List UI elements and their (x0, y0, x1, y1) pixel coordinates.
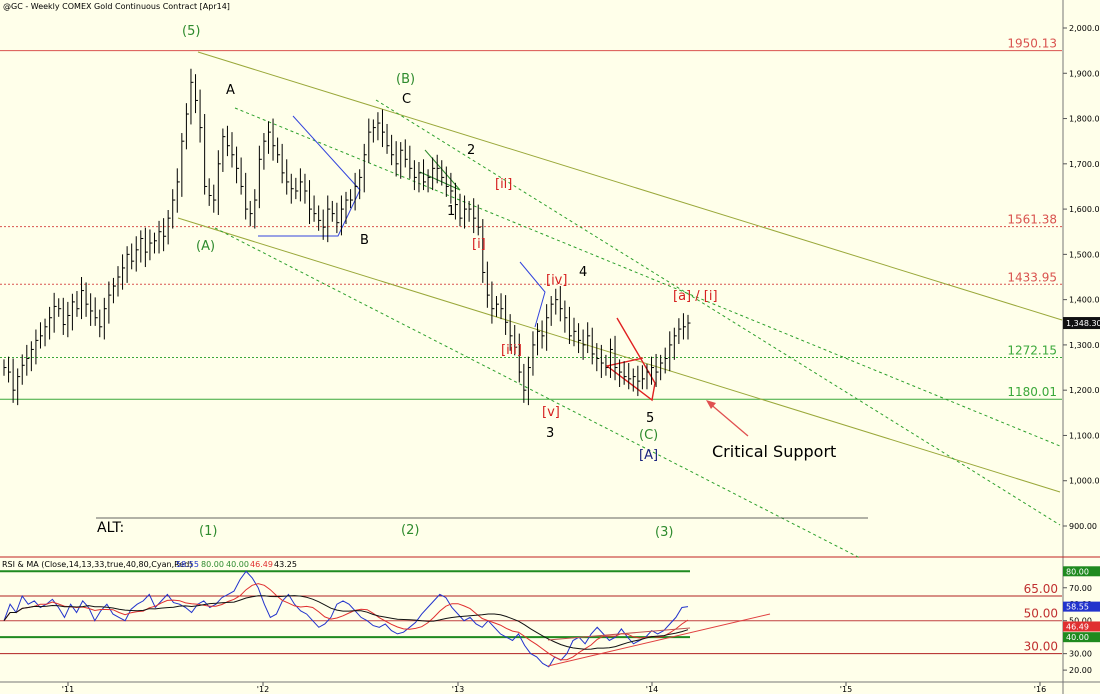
rsi-80-box (1063, 566, 1100, 577)
rsi-legend: RSI & MA (Close,14,13,33,true,40,80,Cyan… (2, 560, 297, 569)
x-tick-label: '12 (257, 685, 269, 694)
wave-label: A (226, 83, 235, 98)
wave-label: [A] (639, 448, 658, 463)
y-tick-label: 900.00 (1069, 522, 1097, 531)
ending-diagonal (605, 317, 656, 402)
rsi-value-box (1063, 601, 1100, 612)
wave-label: B (360, 233, 369, 248)
wave-annotations: (5) A (B) C 2 [ii] 1 B (A) [i] [iv] 4 [a… (96, 24, 868, 540)
rsi-tick-label: 30.00 (1069, 650, 1092, 659)
wave-label: (C) (639, 428, 658, 443)
x-tick-label: '14 (646, 685, 658, 694)
y-tick-label: 1,100.00 (1069, 431, 1100, 440)
wave-label: 2 (467, 143, 475, 158)
rsi-value-label: 58.55 (1066, 603, 1089, 612)
rsi-trendline-upper (547, 627, 691, 641)
x-tick-label: '13 (452, 685, 464, 694)
wave-label: 4 (579, 265, 587, 280)
rsi-tick-label: 70.00 (1069, 584, 1092, 593)
wave-label: 3 (546, 426, 554, 441)
wave-label: [ii] (495, 177, 512, 192)
y-tick-label: 1,800.00 (1069, 115, 1100, 124)
rsi-tick-label: 50.00 (1069, 617, 1092, 626)
channel-line (197, 51, 1063, 321)
price-level-label: 1433.95 (1007, 270, 1057, 284)
wave-label: 5 (646, 411, 654, 426)
price-level-label: 1180.01 (1007, 385, 1057, 399)
y-tick-label: 1,900.00 (1069, 69, 1100, 78)
y-tick-label: 1,200.00 (1069, 386, 1100, 395)
rsi-level-label: 50.00 (1024, 607, 1058, 621)
rsi-legend-label: RSI & MA (Close,14,13,33,true,40,80,Cyan… (2, 560, 192, 569)
price-level-label: 1561.38 (1007, 213, 1057, 227)
wave-label: (5) (182, 24, 200, 39)
channel-line (177, 217, 1061, 493)
wave-label: [a] / [i] (673, 289, 718, 304)
wave-label: [i] (472, 237, 486, 252)
rsi-line (3, 570, 689, 668)
y-tick-label: 1,000.00 (1069, 477, 1100, 486)
alt-wave-label: (1) (199, 524, 217, 539)
rsi-tick-label: 20.00 (1069, 666, 1092, 675)
annotation-arrowhead (706, 400, 716, 409)
wedge-pattern (519, 261, 546, 328)
flag-pattern (419, 149, 461, 191)
wave-label: [iv] (546, 273, 567, 288)
rsi-panel: 80.0070.0060.0050.0040.0030.0020.0065.00… (0, 566, 1100, 675)
last-price-label: 1,348.30 (1066, 319, 1100, 328)
rsi-level-label: 30.00 (1024, 640, 1058, 654)
rsi-80-label: 80.00 (1066, 567, 1089, 576)
wave-label: (A) (196, 239, 215, 254)
y-tick-label: 1,500.00 (1069, 250, 1100, 259)
x-tick-label: '11 (62, 685, 74, 694)
rsi-value-label: 46.49 (1066, 622, 1089, 631)
alt-wave-label: (2) (401, 523, 419, 538)
last-price-box (1063, 317, 1100, 330)
price-level-label: 1272.15 (1007, 344, 1057, 358)
channel-line (214, 227, 861, 559)
rsi-value-box (1063, 632, 1100, 643)
y-tick-label: 2,000.00 (1069, 24, 1100, 33)
annotation-arrow (707, 401, 749, 437)
y-tick-label: 1,700.00 (1069, 160, 1100, 169)
rsi-legend-value: 46.49 (250, 560, 273, 569)
wave-label: 1 (447, 204, 455, 219)
y-tick-label: 1,600.00 (1069, 205, 1100, 214)
wave-label: [v] (542, 405, 560, 420)
rsi-legend-value: 43.25 (274, 560, 297, 569)
x-axis: '11 '12 '13 '14 '15 '16 (0, 681, 1100, 694)
wave-label: C (402, 92, 411, 107)
wave-label: (B) (396, 72, 415, 87)
rsi-level-label: 65.00 (1024, 582, 1058, 596)
y-tick-label: 1,400.00 (1069, 296, 1100, 305)
chart-title: @GC - Weekly COMEX Gold Continuous Contr… (3, 2, 230, 11)
alt-wave-label: (3) (655, 525, 673, 540)
y-tick-label: 1,300.00 (1069, 341, 1100, 350)
rsi-legend-value: 40.00 (226, 560, 249, 569)
rsi-value-box (1063, 621, 1100, 632)
rsi-trendline (547, 613, 771, 667)
rsi-legend-value: 58.55 (176, 560, 199, 569)
triangle-pattern (258, 115, 361, 237)
rsi-legend-value: 80.00 (201, 560, 224, 569)
wave-label: [iii] (501, 343, 522, 358)
channel-line (234, 107, 1061, 447)
x-tick-label: '15 (840, 685, 852, 694)
rsi-value-label: 40.00 (1066, 633, 1089, 642)
channel-line (375, 99, 1061, 526)
rsi-ma-black (3, 595, 689, 650)
rsi-ma-red (3, 583, 689, 661)
price-level-label: 1950.13 (1007, 37, 1057, 51)
critical-support-annotation: Critical Support (712, 442, 836, 461)
alt-label: ALT: (97, 520, 124, 536)
x-tick-label: '16 (1034, 685, 1046, 694)
